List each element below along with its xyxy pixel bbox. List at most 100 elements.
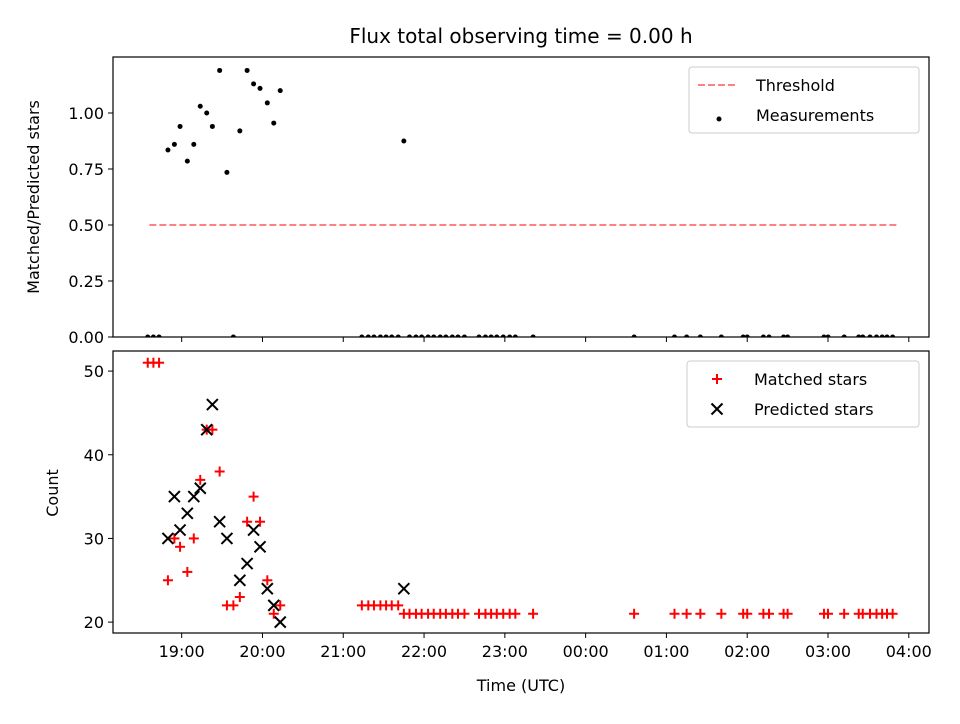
measurement-point	[419, 334, 425, 337]
bottom-legend-box	[686, 360, 920, 428]
predicted-star-marker	[267, 599, 280, 612]
matched-star-marker	[510, 608, 521, 619]
measurement-point	[365, 334, 371, 337]
matched-star-marker	[248, 491, 259, 502]
measurement-point	[264, 100, 270, 106]
matched-star-marker	[839, 608, 850, 619]
top-legend: Threshold Measurements	[688, 66, 920, 134]
measurement-point	[856, 334, 862, 337]
matched-star-marker	[823, 608, 834, 619]
measurement-point	[197, 103, 203, 109]
measurement-point	[230, 334, 236, 337]
predicted-star-marker	[173, 523, 187, 537]
measurement-point	[389, 334, 395, 337]
matched-star-marker	[275, 600, 286, 611]
measurement-point	[488, 334, 494, 337]
measurement-point	[494, 334, 500, 337]
measurement-point	[766, 334, 772, 337]
measurement-point	[476, 334, 482, 337]
matched-star-marker	[262, 575, 273, 586]
predicted-star-stroke-b	[274, 615, 287, 629]
legend-measurement-swatch	[716, 116, 722, 122]
measurement-point	[257, 85, 263, 91]
predicted-star-stroke-b	[168, 490, 181, 503]
predicted-star-marker	[253, 540, 267, 554]
legend-label: Measurements	[756, 106, 874, 125]
top-marks	[145, 67, 897, 337]
measurement-point	[461, 334, 467, 337]
measurement-point	[401, 138, 407, 144]
top-chart-title: Flux total observing time = 0.00 h	[349, 24, 692, 48]
measurement-point	[184, 158, 190, 164]
predicted-star-stroke-b	[247, 523, 260, 537]
matched-star-marker	[228, 600, 239, 611]
measurement-point	[407, 334, 413, 337]
bottom-axes-frame	[112, 350, 930, 634]
measurement-point	[631, 334, 637, 337]
predicted-star-stroke-b	[233, 574, 247, 587]
matched-star-marker	[695, 608, 706, 619]
measurement-point	[237, 128, 243, 134]
matched-star-marker	[154, 357, 165, 368]
measurement-point	[718, 334, 724, 337]
predicted-star-marker	[274, 615, 287, 629]
predicted-star-marker	[261, 582, 274, 595]
measurement-point	[841, 334, 847, 337]
matched-star-marker	[234, 592, 245, 603]
predicted-star-marker	[213, 515, 226, 528]
predicted-star-marker	[233, 574, 247, 587]
measurement-point	[177, 123, 183, 129]
bottom-y-tick-label: 40	[84, 446, 104, 465]
measurement-point	[191, 141, 197, 147]
top-y-tick-label: 0.00	[68, 328, 104, 347]
bottom-y-axis-label: Count	[43, 469, 62, 517]
predicted-star-stroke-b	[253, 540, 267, 554]
measurement-point	[204, 110, 210, 116]
matched-star-marker	[214, 466, 225, 477]
predicted-star-marker	[187, 490, 200, 503]
predicted-star-stroke-b	[240, 557, 254, 570]
matched-star-marker	[242, 516, 253, 527]
measurement-point	[821, 334, 827, 337]
bottom-x-tick-label: 01:00	[643, 642, 689, 661]
matched-star-marker	[188, 533, 199, 544]
predicted-star-marker	[194, 482, 207, 495]
bottom-x-axis-label: Time (UTC)	[476, 676, 565, 695]
bottom-x-tick-label: 03:00	[805, 642, 851, 661]
measurement-point	[873, 334, 879, 337]
measurement-point	[150, 334, 156, 337]
matched-star-marker	[716, 608, 727, 619]
predicted-star-stroke-b	[173, 523, 187, 537]
predicted-star-marker	[247, 523, 260, 537]
measurement-point	[425, 334, 431, 337]
bottom-x-tick-label: 04:00	[886, 642, 932, 661]
measurement-point	[251, 81, 257, 87]
matched-star-marker	[887, 608, 898, 619]
predicted-star-stroke-b	[220, 532, 234, 545]
predicted-star-marker	[220, 532, 234, 545]
measurement-point	[684, 334, 690, 337]
matched-star-marker	[268, 608, 279, 619]
predicted-star-stroke-b	[267, 599, 280, 612]
bottom-marks	[142, 357, 898, 629]
measurement-point	[383, 334, 389, 337]
measurement-point	[437, 334, 443, 337]
bottom-plot-area: 20 30 40 50 19:00 20:00 21:00 22:00 23:00 00:00 01…	[84, 350, 932, 661]
measurement-point	[165, 147, 171, 153]
top-legend-box	[688, 66, 920, 134]
measurement-point	[500, 334, 506, 337]
top-y-tick-label: 1.00	[68, 104, 104, 123]
predicted-star-marker	[200, 423, 213, 436]
measurement-point	[443, 334, 449, 337]
bottom-x-tick-label: 23:00	[482, 642, 528, 661]
measurement-point	[171, 141, 177, 147]
predicted-star-stroke-b	[397, 582, 411, 595]
predicted-star-stroke-b	[181, 507, 194, 520]
predicted-star-stroke-b	[187, 490, 200, 503]
matched-star-marker	[162, 575, 173, 586]
predicted-star-marker	[240, 557, 254, 570]
legend-label: Predicted stars	[754, 400, 874, 419]
measurement-point	[277, 88, 283, 94]
matched-star-marker	[669, 608, 680, 619]
measurement-point	[244, 67, 250, 73]
